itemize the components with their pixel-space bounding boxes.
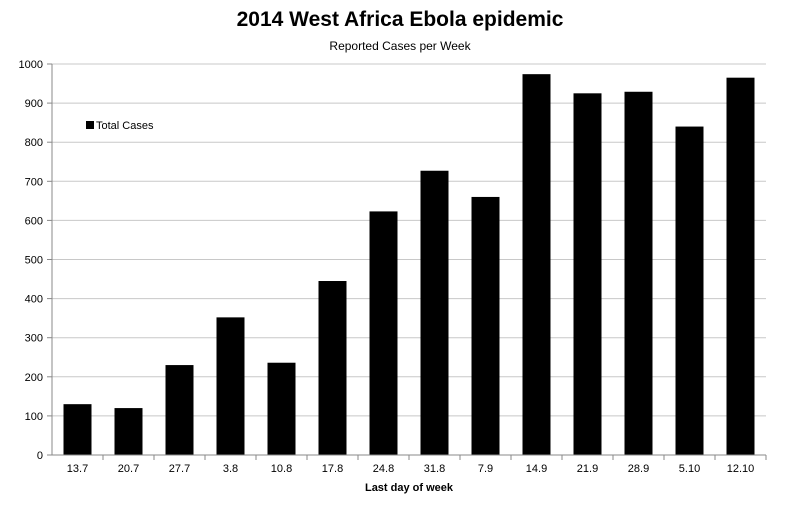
chart-title: 2014 West Africa Ebola epidemic [236, 8, 564, 31]
bar [420, 170, 449, 456]
axes [47, 64, 766, 456]
y-tick-label: 0 [37, 450, 43, 462]
bar [114, 408, 143, 455]
x-tick-label: 13.7 [67, 463, 88, 475]
x-tick-label: 14.9 [526, 463, 547, 475]
x-tick-label: 20.7 [118, 463, 139, 475]
x-tick-label: 5.10 [679, 463, 700, 475]
x-tick-label: 21.9 [577, 463, 598, 475]
x-axis-label: Last day of week [365, 482, 454, 494]
y-tick-label: 700 [25, 176, 43, 188]
x-tick-label: 12.10 [727, 463, 755, 475]
x-tick-label: 3.8 [223, 463, 238, 475]
bar [318, 281, 347, 455]
chart-subtitle: Reported Cases per Week [329, 39, 471, 53]
y-tick-label: 200 [25, 372, 43, 384]
y-tick-label: 900 [25, 98, 43, 110]
y-tick-label: 600 [25, 215, 43, 227]
legend-swatch [86, 121, 94, 129]
x-tick-label: 24.8 [373, 463, 394, 475]
legend: Total Cases [78, 112, 164, 140]
bar [216, 317, 245, 455]
y-tick-label: 800 [25, 137, 43, 149]
x-tick-label: 10.8 [271, 463, 292, 475]
x-tick-labels: 13.7 20.7 27.7 3.8 10.8 17.8 24.8 31.8 7.9 14.9 21… [67, 463, 754, 475]
x-tick-label: 31.8 [424, 463, 445, 475]
x-tick-label: 7.9 [478, 463, 493, 475]
bar [63, 404, 92, 455]
x-tick-label: 28.9 [628, 463, 649, 475]
bar [675, 126, 704, 455]
bar [726, 77, 755, 455]
y-tick-label: 500 [25, 255, 43, 267]
bar [573, 93, 602, 455]
x-tick-label: 27.7 [169, 463, 190, 475]
legend-label: Total Cases [96, 120, 154, 132]
y-tick-label: 100 [25, 411, 43, 423]
bar [624, 91, 653, 456]
y-tick-label: 300 [25, 333, 43, 345]
y-tick-label: 1000 [19, 59, 43, 71]
bar [369, 211, 398, 455]
bar [165, 365, 194, 455]
y-tick-labels: 0 100 200 300 400 500 600 700 800 900 1000 [19, 59, 43, 462]
bar [267, 362, 296, 455]
bar [522, 74, 551, 455]
bars [63, 74, 755, 456]
y-tick-label: 400 [25, 294, 43, 306]
bar [471, 196, 500, 455]
x-tick-label: 17.8 [322, 463, 343, 475]
